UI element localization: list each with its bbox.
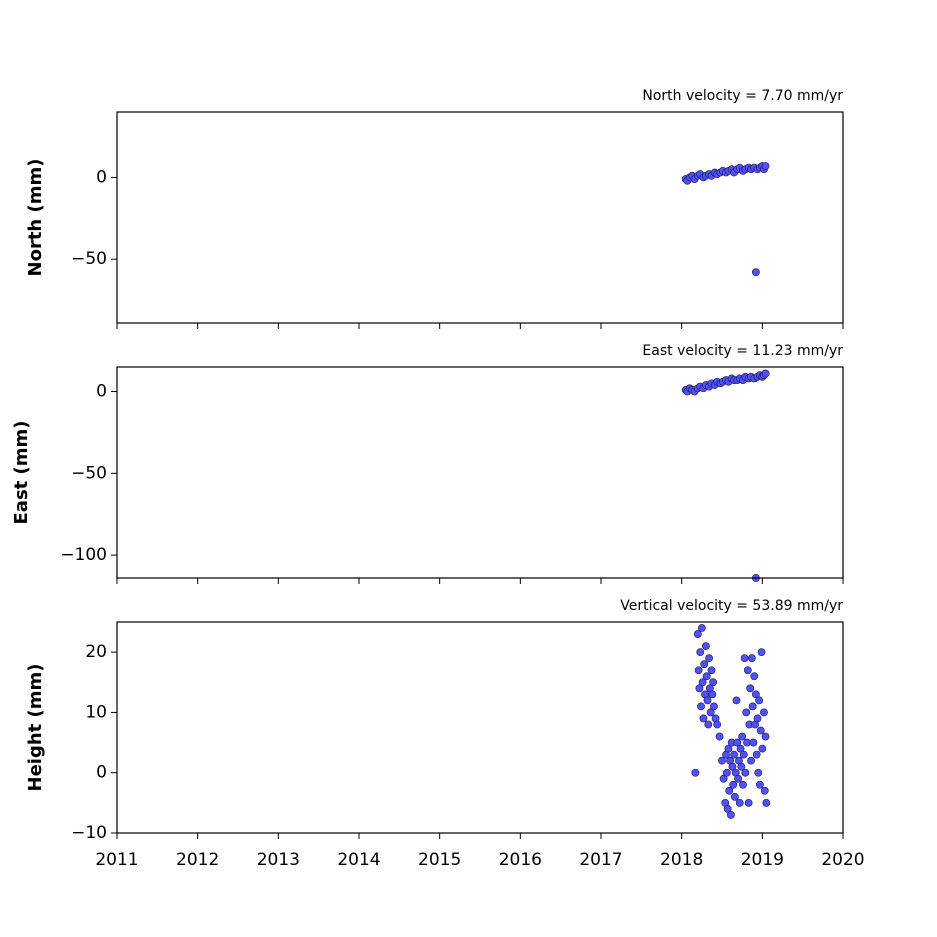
y-tick-label: −50 — [71, 249, 107, 269]
point — [723, 804, 732, 813]
point — [707, 666, 716, 675]
point — [747, 654, 756, 663]
point — [700, 660, 709, 669]
point — [760, 786, 769, 795]
point — [697, 624, 706, 632]
point — [753, 714, 762, 723]
y-tick-label: 10 — [85, 702, 107, 722]
y-tick-label: 0 — [96, 763, 107, 783]
y-tick-label: 20 — [85, 642, 107, 662]
panel-title: Vertical velocity = 53.89 mm/yr — [620, 598, 843, 614]
point — [751, 268, 760, 277]
point — [702, 672, 711, 681]
x-tick-label: 2015 — [418, 850, 461, 870]
x-tick-label: 2014 — [337, 850, 380, 870]
point — [750, 672, 759, 681]
point — [756, 726, 765, 735]
point — [748, 702, 757, 711]
point — [743, 666, 752, 675]
point — [709, 678, 718, 687]
point — [756, 780, 764, 789]
x-tick-label: 2016 — [499, 850, 542, 870]
point — [693, 630, 702, 638]
x-tick-label: 2020 — [821, 850, 864, 870]
point — [695, 684, 704, 693]
point — [708, 690, 717, 699]
point — [699, 714, 708, 723]
point — [742, 708, 751, 717]
x-tick-label: 2011 — [95, 850, 138, 870]
axes-frame — [116, 366, 844, 579]
point — [730, 750, 738, 759]
point — [762, 798, 771, 807]
point — [735, 798, 744, 807]
point — [706, 708, 715, 717]
point — [743, 738, 751, 747]
y-tick-label: −10 — [71, 823, 107, 843]
y-tick-label: −100 — [60, 545, 107, 565]
point — [713, 720, 722, 729]
point — [738, 732, 747, 741]
panel-title: East velocity = 11.23 mm/yr — [642, 343, 843, 359]
y-axis-label: East (mm) — [11, 421, 32, 525]
x-tick-label: 2012 — [176, 850, 219, 870]
point — [705, 654, 713, 663]
point — [760, 708, 768, 717]
point — [691, 768, 700, 777]
x-tick-label: 2018 — [660, 850, 703, 870]
point — [755, 696, 764, 705]
point — [701, 642, 710, 651]
x-tick-label: 2019 — [741, 850, 784, 870]
point — [732, 696, 741, 705]
point — [698, 678, 707, 687]
point — [758, 744, 767, 753]
point — [703, 696, 712, 705]
point — [749, 738, 758, 747]
point — [710, 702, 718, 711]
y-tick-label: 0 — [96, 382, 107, 402]
point — [736, 744, 745, 753]
x-tick-label: 2013 — [257, 850, 300, 870]
point — [739, 750, 748, 759]
y-tick-label: 0 — [96, 167, 107, 187]
point — [746, 684, 755, 693]
point — [761, 162, 770, 170]
point — [754, 768, 763, 777]
point — [744, 798, 753, 807]
point — [741, 768, 750, 777]
point — [740, 654, 749, 663]
point — [752, 750, 761, 759]
y-axis-label: Height (mm) — [25, 664, 46, 792]
point — [739, 780, 747, 789]
point — [733, 738, 742, 747]
point — [697, 702, 705, 711]
point — [761, 369, 770, 378]
point — [731, 792, 739, 801]
point — [729, 780, 738, 789]
point — [726, 811, 735, 819]
point — [719, 774, 728, 783]
point — [728, 762, 737, 771]
point — [747, 756, 755, 765]
y-tick-label: −50 — [71, 463, 107, 483]
point — [724, 744, 733, 753]
point — [696, 648, 705, 657]
axes-frame — [116, 111, 844, 324]
y-axis-label: North (mm) — [25, 159, 46, 277]
point — [751, 690, 760, 699]
point — [718, 756, 726, 765]
point — [704, 720, 713, 729]
point — [734, 774, 743, 783]
point — [725, 786, 734, 795]
point — [722, 768, 731, 777]
point — [715, 732, 724, 741]
point — [737, 762, 746, 771]
panel-title: North velocity = 7.70 mm/yr — [642, 88, 843, 104]
x-tick-label: 2017 — [579, 850, 622, 870]
point — [757, 648, 766, 657]
axes-frame — [116, 621, 844, 834]
point — [761, 732, 770, 741]
point — [694, 666, 703, 675]
